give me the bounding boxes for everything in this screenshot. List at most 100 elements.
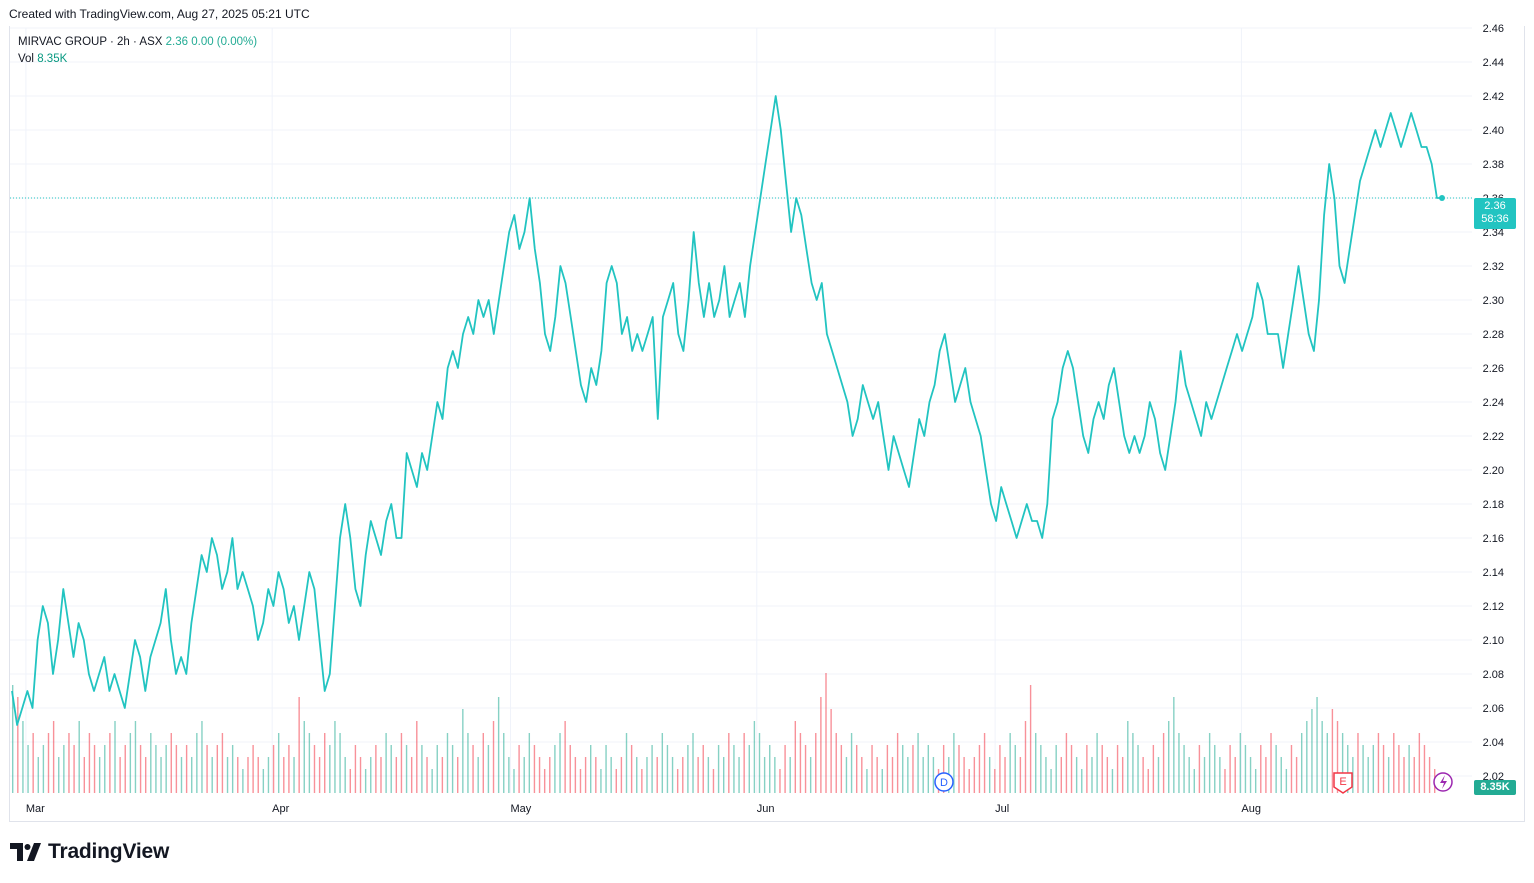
volume-bar (487, 745, 490, 793)
volume-bar (1142, 757, 1144, 793)
volume-bar (656, 757, 658, 793)
volume-bar (605, 745, 607, 793)
volume-bar (497, 697, 500, 793)
volume-bar (226, 757, 229, 793)
dividend-marker[interactable]: D (934, 772, 954, 792)
volume-bar (630, 745, 633, 793)
volume-bar (1075, 757, 1078, 793)
volume-bar (421, 745, 423, 793)
volume-bar (83, 757, 86, 793)
volume-bar (1106, 757, 1109, 793)
volume-bar (666, 745, 669, 793)
y-tick-label: 2.34 (1483, 227, 1504, 239)
volume-bar (697, 757, 699, 793)
tradingview-brand[interactable]: TradingView (10, 840, 169, 864)
volume-bar (191, 757, 193, 793)
volume-bar (610, 757, 612, 793)
volume-bar (973, 757, 976, 793)
volume-bar (370, 757, 372, 793)
x-tick-label: Jun (757, 803, 775, 815)
volume-bar (451, 745, 454, 793)
y-tick-label: 2.44 (1483, 57, 1504, 69)
volume-bar (395, 757, 398, 793)
volume-bar (1321, 721, 1323, 793)
volume-bar (1326, 733, 1328, 793)
volume-bar (866, 769, 868, 793)
volume-bar (1004, 757, 1006, 793)
volume-bar (707, 757, 710, 793)
volume-bar (1224, 769, 1226, 793)
volume-bar (1423, 745, 1426, 793)
last-price-tag: 2.36 58:36 (1474, 198, 1516, 229)
volume-bar (1070, 745, 1073, 793)
volume-bar (211, 757, 213, 793)
dividend-label: D (940, 777, 948, 789)
volume-bar (349, 769, 351, 793)
volume-bar (840, 745, 843, 793)
volume-bar (1208, 733, 1211, 793)
volume-bar (272, 745, 275, 793)
symbol-name[interactable]: MIRVAC GROUP · 2h · ASX (18, 36, 163, 48)
volume-bar (871, 745, 873, 793)
volume-bar (625, 733, 628, 793)
volume-bar (283, 757, 285, 793)
lightning-event-icon[interactable] (1433, 772, 1453, 792)
volume-bar (1249, 757, 1252, 793)
volume-bar (1081, 769, 1083, 793)
volume-bar (1244, 745, 1247, 793)
volume-bar (88, 733, 91, 793)
volume-bar (1009, 733, 1011, 793)
volume-bar (1367, 757, 1369, 793)
volume-bars (12, 673, 1436, 793)
volume-bar (180, 757, 183, 793)
volume-label: Vol (18, 53, 34, 65)
volume-bar (252, 745, 254, 793)
volume-bar (262, 769, 265, 793)
volume-bar (646, 757, 648, 793)
volume-bar (855, 745, 858, 793)
volume-bar (467, 733, 469, 793)
symbol-row: MIRVAC GROUP · 2h · ASX 2.36 0.00 (0.00%… (18, 34, 257, 51)
volume-bar (902, 745, 904, 793)
volume-bar (1040, 745, 1042, 793)
volume-bar (1152, 745, 1155, 793)
price-change: 0.00 (0.00%) (191, 36, 258, 48)
earnings-marker[interactable]: E (1333, 772, 1353, 794)
volume-bar (12, 685, 14, 793)
volume-bar (155, 745, 157, 793)
volume-bar (385, 733, 387, 793)
volume-bar (257, 757, 259, 793)
y-tick-label: 2.04 (1483, 737, 1504, 749)
volume-bar (375, 745, 377, 793)
volume-bar (907, 757, 909, 793)
volume-bar (73, 745, 75, 793)
volume-bar (47, 733, 50, 793)
volume-bar (1331, 709, 1334, 793)
volume-bar (932, 757, 935, 793)
volume-bar (354, 745, 357, 793)
volume-bar (1301, 733, 1303, 793)
volume-bar (1193, 769, 1195, 793)
y-tick-label: 2.12 (1483, 601, 1504, 613)
volume-bar (983, 733, 986, 793)
volume-bar (942, 745, 945, 793)
volume-bar (37, 757, 39, 793)
volume-bar (564, 721, 566, 793)
volume-bar (1316, 697, 1318, 793)
volume-bar (472, 745, 474, 793)
y-tick-label: 2.24 (1483, 397, 1504, 409)
y-tick-label: 2.18 (1483, 499, 1504, 511)
volume-bar (723, 757, 725, 793)
volume-bar (758, 733, 761, 793)
volume-bar (42, 745, 45, 793)
volume-bar (1214, 745, 1216, 793)
volume-bar (1203, 757, 1206, 793)
x-tick-label: Aug (1241, 803, 1261, 815)
volume-bar (1336, 721, 1339, 793)
volume-bar (339, 733, 341, 793)
volume-bar (1265, 757, 1267, 793)
volume-bar (477, 757, 479, 793)
volume-bar (1060, 757, 1062, 793)
volume-bar (175, 745, 178, 793)
